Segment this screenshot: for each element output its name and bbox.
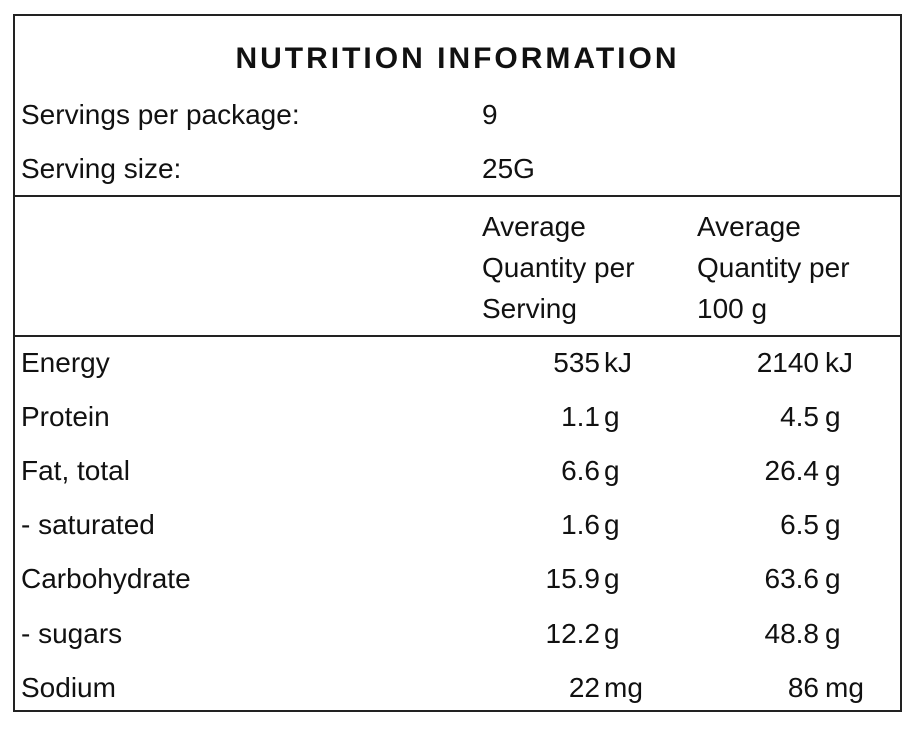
header-col1-line2: Quantity per [482,252,635,283]
table-divider [15,335,900,337]
header-col1-line3: Serving [482,293,577,324]
per-serving-value: 1.1 [561,401,600,432]
servings-label: Servings per package: [21,99,300,130]
header-divider [15,195,900,197]
per-serving-value: 22 [568,672,600,703]
per-serving-value: 1.6 [561,509,600,540]
row-label: Carbohydrate [21,563,191,594]
header-col2-line1: Average [697,211,801,242]
per-100g-unit: g [825,618,841,649]
panel-title: NUTRITION INFORMATION [235,42,680,75]
per-serving-value: 15.9 [545,563,601,594]
row-label: Sodium [21,672,116,703]
per-100g-value: 6.5 [780,509,819,540]
row-label: Fat, total [21,455,130,486]
serving-size-value: 25G [482,153,535,184]
per-100g-unit: g [825,401,841,432]
row-label: Energy [21,347,110,378]
per-100g-value: 48.8 [764,618,820,649]
per-100g-value: 2140 [756,347,819,378]
serving-size-label: Serving size: [21,153,182,184]
row-label: - sugars [21,618,123,649]
per-100g-unit: mg [825,672,864,703]
header-col2-line2: Quantity per [697,252,850,283]
header-col1-line1: Average [482,211,586,242]
servings-value: 9 [482,99,498,130]
per-serving-value: 6.6 [561,455,600,486]
header-col2-line3: 100 g [697,293,768,324]
per-serving-unit: mg [604,672,643,703]
per-serving-unit: g [604,509,620,540]
per-100g-value: 86 [787,672,819,703]
per-serving-unit: g [604,455,620,486]
per-serving-unit: kJ [604,347,632,378]
per-serving-unit: g [604,401,620,432]
nutrition-panel: NUTRITION INFORMATION Servings per packa… [13,14,902,712]
per-serving-value: 12.2 [545,618,601,649]
per-100g-unit: kJ [825,347,853,378]
per-serving-unit: g [604,618,620,649]
per-serving-unit: g [604,563,620,594]
per-100g-unit: g [825,455,841,486]
row-label: - saturated [21,509,155,540]
per-100g-value: 63.6 [764,563,820,594]
per-100g-value: 26.4 [764,455,820,486]
per-100g-value: 4.5 [780,401,819,432]
per-100g-unit: g [825,509,841,540]
row-label: Protein [21,401,110,432]
per-100g-unit: g [825,563,841,594]
per-serving-value: 535 [553,347,600,378]
